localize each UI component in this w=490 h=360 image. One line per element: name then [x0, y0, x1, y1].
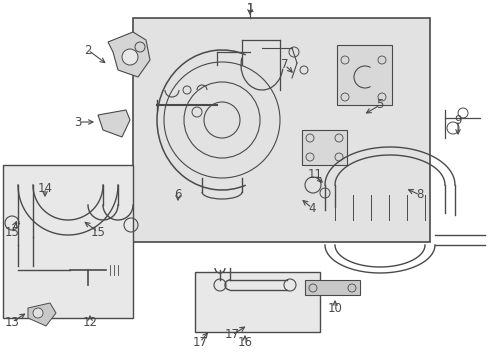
Text: 8: 8 [416, 189, 424, 202]
Text: 16: 16 [238, 336, 252, 348]
Bar [195, 272, 320, 332]
Circle shape [33, 308, 43, 318]
Text: 15: 15 [91, 225, 105, 238]
Text: 3: 3 [74, 116, 82, 129]
Polygon shape [28, 303, 56, 326]
Polygon shape [108, 32, 150, 77]
Circle shape [122, 49, 138, 65]
Text: 7: 7 [281, 58, 289, 72]
Text: 13: 13 [4, 315, 20, 328]
Text: 15: 15 [4, 225, 20, 238]
Bar [133, 18, 430, 242]
Text: 10: 10 [327, 302, 343, 315]
Text: 14: 14 [38, 181, 52, 194]
Text: 4: 4 [308, 202, 316, 215]
Text: 5: 5 [376, 99, 384, 112]
Bar [302, 130, 347, 165]
Text: 17: 17 [224, 328, 240, 342]
Text: 11: 11 [308, 168, 322, 181]
Polygon shape [98, 110, 130, 137]
Bar [337, 45, 392, 105]
Text: 1: 1 [246, 3, 253, 13]
Text: 17: 17 [193, 336, 207, 348]
Text: 12: 12 [82, 315, 98, 328]
Bar [3, 165, 133, 318]
Text: 6: 6 [174, 189, 182, 202]
Polygon shape [305, 280, 360, 295]
Text: 9: 9 [454, 113, 462, 126]
Text: 1: 1 [246, 1, 254, 14]
Text: 2: 2 [84, 44, 92, 57]
